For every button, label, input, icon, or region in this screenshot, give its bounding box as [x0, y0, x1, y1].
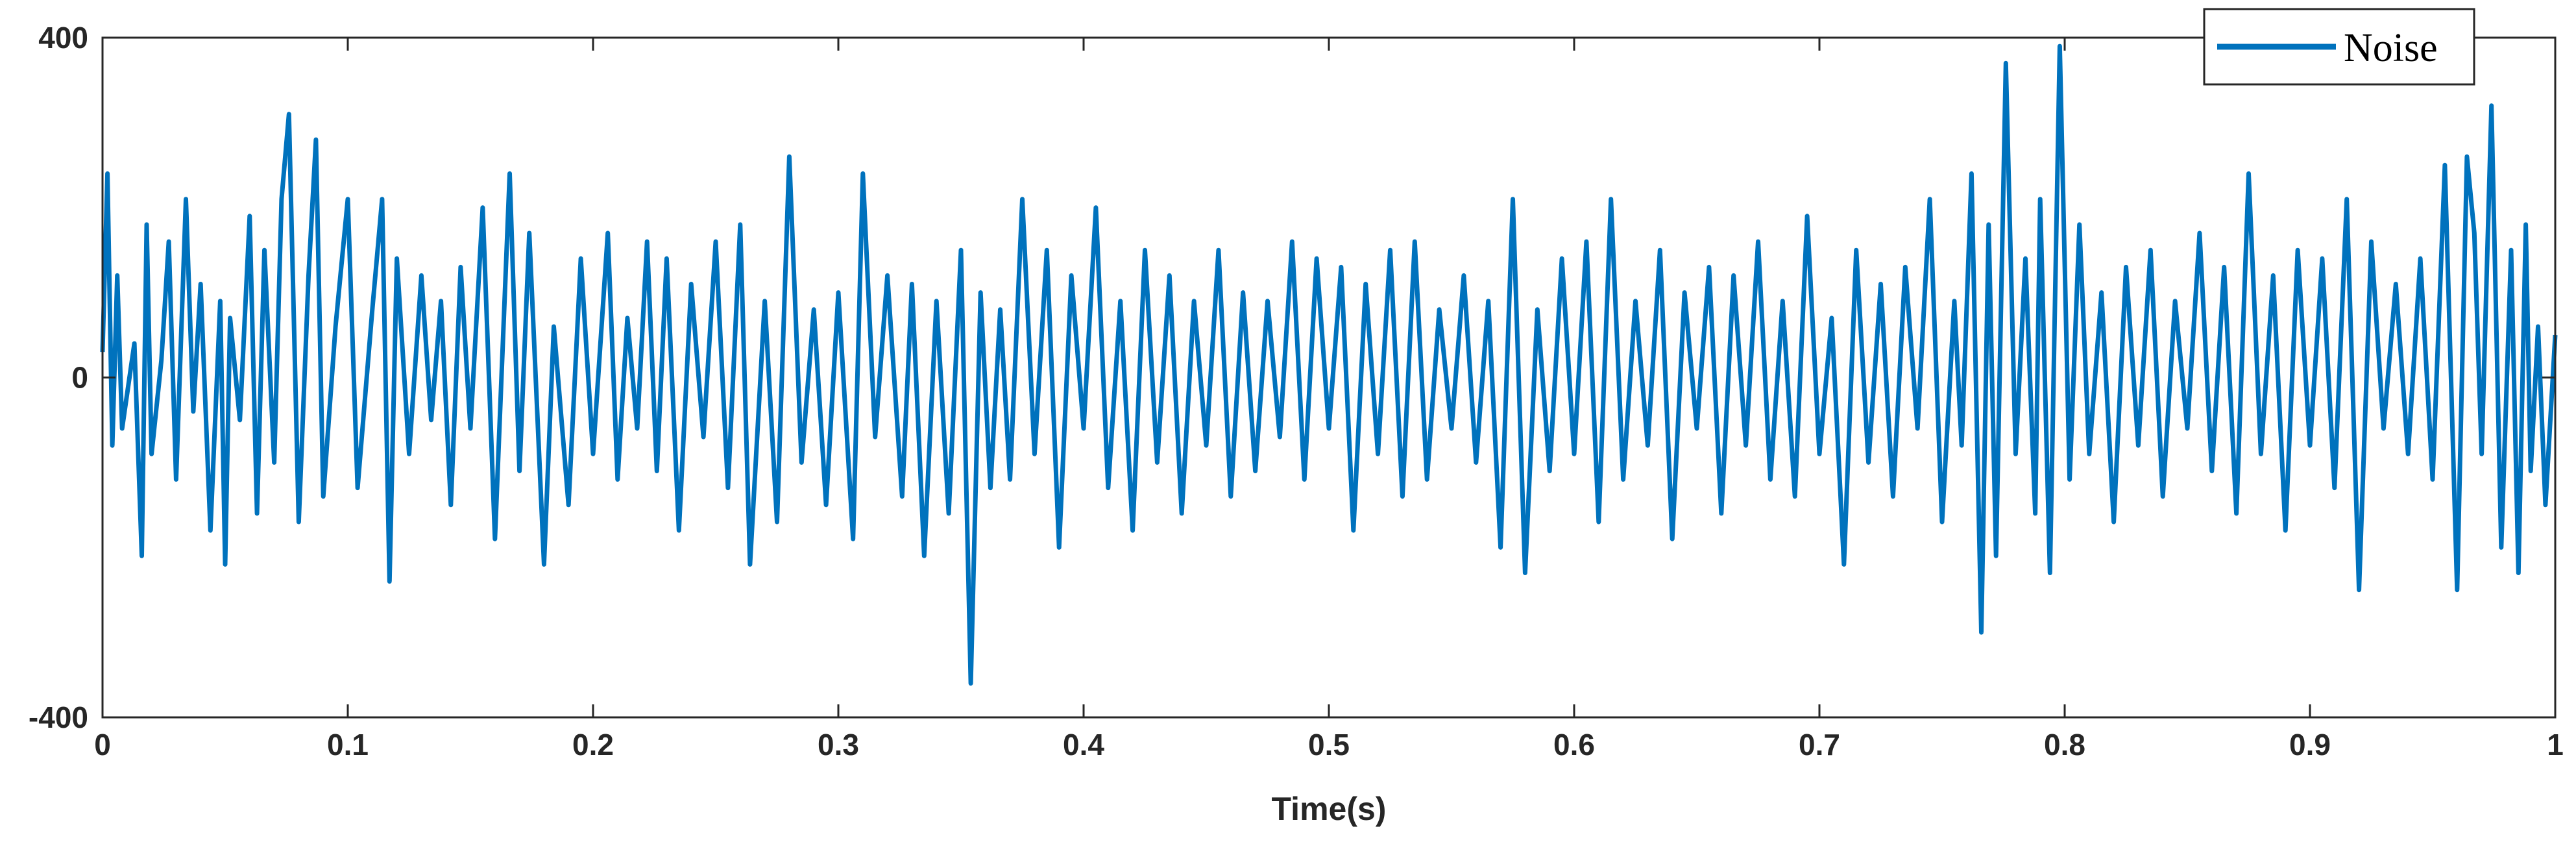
axes-layer — [101, 36, 2557, 719]
x-tick-label: 1 — [2547, 728, 2564, 762]
y-tick-label: -400 — [29, 700, 88, 734]
y-tick-label: 0 — [71, 361, 88, 395]
series-line-noise — [100, 43, 2558, 686]
x-tick-label: 0 — [94, 728, 111, 762]
plot-area — [103, 38, 2555, 717]
x-tick-label: 0.2 — [572, 728, 614, 762]
x-tick-label: 0.4 — [1063, 728, 1104, 762]
x-axis-label: Time(s) — [1272, 791, 1387, 827]
y-tick-labels: -400 0 400 — [29, 21, 88, 734]
x-tick-label: 0.9 — [2289, 728, 2331, 762]
x-tick-label: 0.5 — [1308, 728, 1350, 762]
legend-label-noise: Noise — [2344, 26, 2438, 70]
x-tick-label: 0.6 — [1553, 728, 1595, 762]
x-tick-labels: 0 0.1 0.2 0.3 0.4 0.5 0.6 0.7 0.8 0.9 1 — [94, 728, 2564, 762]
legend: Noise — [2203, 8, 2475, 86]
x-tick-label: 0.3 — [818, 728, 859, 762]
x-tick-label: 0.1 — [327, 728, 369, 762]
x-tick-label: 0.7 — [1799, 728, 1840, 762]
series-layer — [100, 43, 2558, 686]
x-tick-label: 0.8 — [2044, 728, 2085, 762]
y-tick-label: 400 — [38, 21, 88, 55]
